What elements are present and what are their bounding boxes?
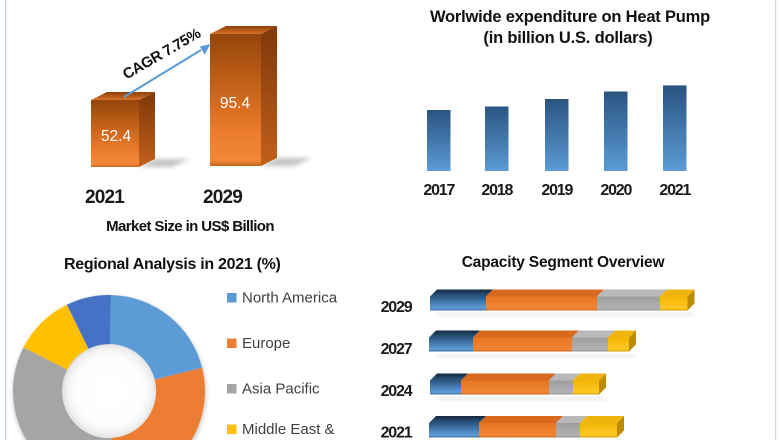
svg-text:2018: 2018 <box>481 182 513 199</box>
svg-text:2027: 2027 <box>381 341 413 358</box>
svg-text:2029: 2029 <box>203 187 242 208</box>
svg-text:2021: 2021 <box>659 182 691 199</box>
svg-text:2024: 2024 <box>381 383 413 400</box>
svg-text:2017: 2017 <box>423 182 455 199</box>
svg-text:95.4: 95.4 <box>220 95 251 112</box>
svg-text:2020: 2020 <box>600 182 632 199</box>
svg-text:52.4: 52.4 <box>101 128 132 145</box>
svg-text:(in billion U.S. dollars): (in billion U.S. dollars) <box>483 29 652 47</box>
svg-text:2021: 2021 <box>85 187 125 208</box>
svg-text:2021: 2021 <box>381 425 413 441</box>
svg-text:2029: 2029 <box>381 299 413 316</box>
svg-text:Market Size in US$ Billion: Market Size in US$ Billion <box>106 218 274 235</box>
svg-text:Worlwide expenditure on Heat P: Worlwide expenditure on Heat Pump <box>430 8 710 26</box>
svg-text:Regional Analysis in 2021 (%): Regional Analysis in 2021 (%) <box>64 256 281 273</box>
svg-text:Middle East &: Middle East & <box>242 421 335 438</box>
svg-text:2019: 2019 <box>541 182 573 199</box>
svg-text:Capacity Segment Overview: Capacity Segment Overview <box>462 254 666 271</box>
svg-text:Europe: Europe <box>242 335 290 352</box>
svg-text:North America: North America <box>242 290 338 307</box>
svg-text:Asia Pacific: Asia Pacific <box>242 381 320 398</box>
